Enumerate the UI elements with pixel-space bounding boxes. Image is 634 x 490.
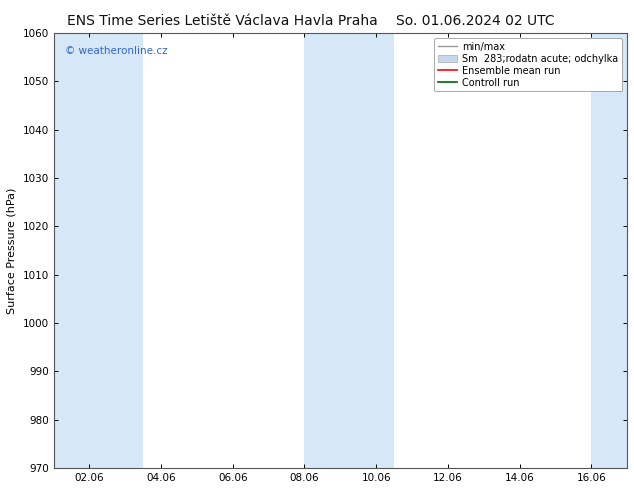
Text: ENS Time Series Letiště Václava Havla Praha: ENS Time Series Letiště Václava Havla Pr…: [67, 14, 377, 28]
Bar: [107, 33, 143, 468]
Bar: [592, 33, 627, 468]
Text: © weatheronline.cz: © weatheronline.cz: [65, 46, 168, 56]
Legend: min/max, Sm  283;rodatn acute; odchylka, Ensemble mean run, Controll run: min/max, Sm 283;rodatn acute; odchylka, …: [434, 38, 622, 92]
Text: So. 01.06.2024 02 UTC: So. 01.06.2024 02 UTC: [396, 14, 555, 28]
Y-axis label: Surface Pressure (hPa): Surface Pressure (hPa): [7, 187, 17, 314]
Bar: [304, 33, 394, 468]
Bar: [54, 33, 107, 468]
